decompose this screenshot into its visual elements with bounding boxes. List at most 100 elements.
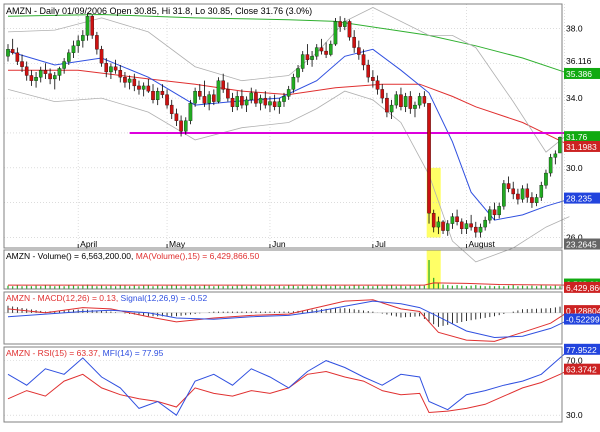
- candle-body-23: [113, 66, 118, 71]
- overlay-red: [8, 69, 570, 146]
- candle-body-67: [319, 47, 324, 52]
- price-right-label-8: 26.0: [566, 233, 583, 243]
- candle-body-102: [483, 219, 487, 228]
- candle-body-35: [169, 104, 174, 114]
- candle-body-100: [474, 226, 478, 233]
- candle-body-72: [343, 21, 347, 27]
- candle-body-3: [20, 61, 24, 67]
- candle-body-0: [6, 49, 10, 57]
- candle-body-76: [361, 54, 366, 66]
- candle-body-111: [525, 188, 530, 198]
- candle-body-92: [436, 221, 441, 228]
- price-right-label-3: 34.0: [566, 93, 583, 103]
- candle-body-117: [553, 153, 558, 158]
- candle-body-43: [207, 94, 211, 104]
- candle-body-57: [272, 101, 277, 107]
- candle-body-48: [230, 97, 235, 107]
- candle-body-89: [422, 96, 427, 104]
- volume-right-label-1: 6,429,866: [566, 283, 600, 293]
- xtick-label-2: Jun: [272, 239, 286, 249]
- candle-body-30: [146, 85, 151, 92]
- candle-body-73: [347, 21, 352, 38]
- price-right-label-9-bg: [564, 238, 600, 250]
- candle-body-31: [151, 90, 155, 101]
- candle-body-38: [183, 120, 188, 132]
- candle-body-39: [188, 103, 193, 121]
- candle-body-37: [179, 120, 183, 132]
- candle-body-70: [333, 21, 338, 45]
- candle-body-113: [534, 197, 539, 203]
- candle-body-107: [506, 183, 511, 189]
- volume-ma-line: [8, 282, 570, 286]
- candle-body-63: [300, 54, 305, 69]
- candle-body-69: [328, 43, 333, 55]
- candle-body-27: [132, 78, 137, 87]
- macd-right-label-0-bg: [564, 305, 600, 317]
- candle-body-106: [502, 183, 506, 207]
- candle-body-61: [291, 77, 296, 90]
- candle-body-17: [85, 16, 90, 36]
- candle-body-118: [558, 137, 562, 154]
- macd-right-label-0: 0.128804: [566, 306, 600, 316]
- candle-body-85: [403, 96, 408, 107]
- candle-body-87: [413, 104, 417, 109]
- candle-body-58: [277, 101, 282, 107]
- price-right-label-5: 31.1983: [566, 142, 597, 152]
- candle-body-86: [408, 96, 413, 109]
- candle-body-15: [76, 40, 80, 46]
- rsi-legend: AMZN - RSI(15) = 63.37, MFI(14) = 77.95: [6, 348, 164, 358]
- candle-body-98: [464, 223, 469, 229]
- candle-body-7: [38, 70, 43, 78]
- candle-body-99: [469, 223, 473, 228]
- candle-body-5: [29, 75, 34, 81]
- candle-body-47: [226, 89, 230, 99]
- macd-signal-line: [7, 300, 570, 339]
- price-right-label-2-bg: [564, 67, 600, 79]
- candle-body-42: [202, 96, 207, 104]
- candle-body-104: [492, 209, 497, 216]
- xtick-label-1: May: [169, 239, 186, 249]
- candle-body-2: [15, 52, 20, 62]
- price-right-label-7-bg: [564, 192, 600, 204]
- candle-body-91: [431, 212, 436, 228]
- candle-body-28: [137, 85, 141, 90]
- candle-body-41: [198, 90, 202, 97]
- volume-legend: AMZN - Volume() = 6,563,200.00, MA(Volum…: [6, 251, 260, 261]
- price-right-label-6: 30.0: [566, 163, 583, 173]
- candle-body-14: [71, 45, 76, 53]
- rsi-line: [7, 369, 570, 414]
- price-right-label-2: 35.386: [566, 69, 592, 79]
- candle-body-40: [193, 90, 197, 104]
- xtick-label-4: August: [468, 239, 495, 249]
- macd-frame: [3, 291, 563, 345]
- volume-highlight: [426, 250, 441, 289]
- candle-body-53: [254, 92, 258, 104]
- candle-body-56: [268, 101, 272, 106]
- candle-body-50: [240, 96, 244, 106]
- price-right-label-1: 36.116: [566, 56, 592, 66]
- rsi-legend-part-1: MFI(14) = 77.95: [100, 348, 163, 358]
- candle-body-97: [459, 221, 464, 229]
- candle-body-33: [160, 90, 165, 95]
- candle-body-52: [249, 92, 254, 101]
- candle-body-59: [282, 96, 286, 102]
- candle-body-34: [165, 94, 169, 106]
- candle-body-105: [497, 206, 501, 216]
- xtick-label-0: April: [80, 239, 97, 249]
- macd-right-label-1: -0.522998: [566, 315, 600, 325]
- overlay-green: [7, 13, 570, 75]
- candle-body-12: [62, 61, 66, 69]
- overlay-lower-band: [7, 89, 570, 263]
- candle-body-75: [357, 47, 361, 55]
- candle-body-62: [296, 68, 300, 78]
- candle-body-46: [221, 80, 225, 90]
- candle-body-8: [43, 70, 48, 74]
- candle-body-109: [516, 193, 520, 200]
- volume-frame: [3, 249, 563, 290]
- price-title: AMZN - Daily 01/09/2006 Open 30.85, Hi 3…: [6, 6, 312, 16]
- candle-body-80: [380, 89, 385, 99]
- candle-body-51: [244, 99, 249, 106]
- candle-body-49: [235, 96, 240, 107]
- candle-body-96: [455, 216, 459, 223]
